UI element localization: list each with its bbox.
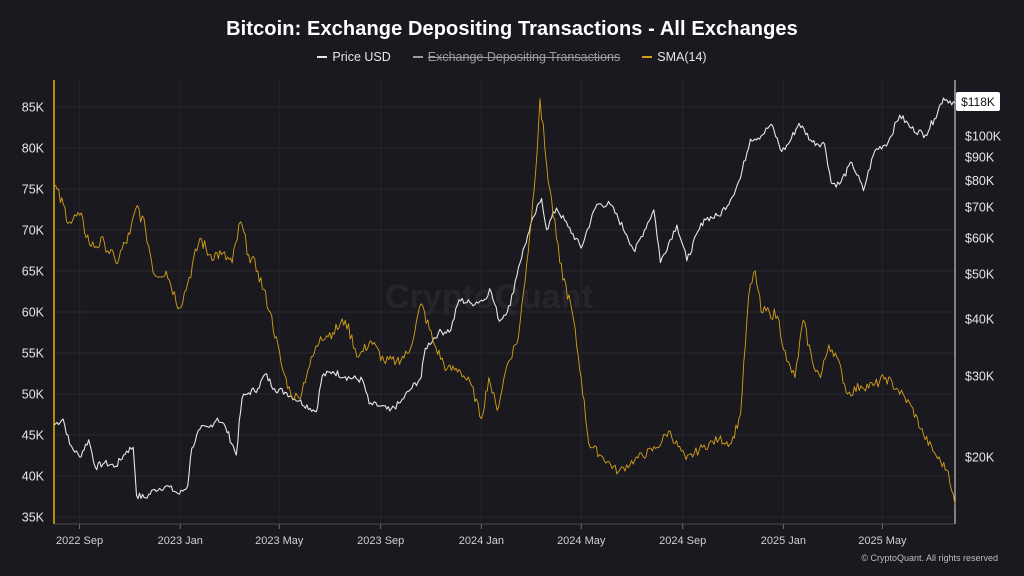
axis-layer: 85K 80K 75K 70K 65K 60K 55K 50K 45K 40K 35K 2022 Se…: [22, 80, 1002, 547]
right-tick-label: $50K: [965, 268, 995, 282]
right-tick-label: $20K: [965, 451, 995, 465]
grid-layer: [54, 80, 955, 524]
legend-swatch-price: [317, 56, 328, 58]
left-tick-label: 35K: [22, 511, 45, 525]
x-tick-label: 2023 May: [255, 535, 304, 547]
x-tick-label: 2024 Sep: [659, 535, 706, 547]
right-tick-label: $70K: [965, 201, 995, 215]
right-tick-label: $30K: [965, 370, 995, 384]
legend-item-price[interactable]: Price USD: [317, 50, 391, 64]
series-layer: [53, 97, 956, 505]
left-tick-label: 40K: [22, 470, 45, 484]
left-tick-label: 85K: [22, 101, 45, 115]
watermark: CryptoQuant: [385, 278, 593, 316]
left-tick-label: 50K: [22, 388, 45, 402]
legend-label-exchange-depositing: Exchange Depositing Transactions: [427, 50, 621, 64]
right-tick-label: $90K: [965, 151, 995, 165]
x-tick-label: 2022 Sep: [56, 535, 103, 547]
chart-legend: Price USD Exchange Depositing Transactio…: [0, 50, 1024, 64]
x-tick-label: 2023 Sep: [357, 535, 404, 547]
left-tick-label: 45K: [22, 429, 45, 443]
left-tick-label: 65K: [22, 265, 45, 279]
x-tick-label: 2025 May: [858, 535, 907, 547]
x-tick-label: 2024 Jan: [459, 535, 504, 547]
right-tick-label: $100K: [965, 130, 1002, 144]
legend-item-sma[interactable]: SMA(14): [642, 50, 707, 64]
left-tick-label: 70K: [22, 224, 45, 238]
price-usd-line: [53, 97, 956, 500]
left-tick-label: 80K: [22, 142, 45, 156]
legend-swatch-exchange-depositing: [412, 56, 423, 58]
x-tick-label: 2023 Jan: [158, 535, 203, 547]
left-tick-label: 75K: [22, 183, 45, 197]
chart-title: Bitcoin: Exchange Depositing Transaction…: [226, 18, 798, 40]
current-price-badge: $118K: [956, 92, 1000, 111]
left-tick-label: 60K: [22, 306, 45, 320]
legend-label-price: Price USD: [332, 50, 391, 64]
legend-item-exchange-depositing[interactable]: Exchange Depositing Transactions: [412, 50, 621, 64]
legend-label-sma: SMA(14): [657, 50, 707, 64]
copyright-text: © CryptoQuant. All rights reserved: [861, 553, 998, 563]
x-tick-label: 2025 Jan: [761, 535, 806, 547]
left-tick-label: 55K: [22, 347, 45, 361]
legend-swatch-sma: [642, 56, 653, 58]
right-tick-label: $40K: [965, 312, 995, 326]
x-tick-label: 2024 May: [557, 535, 606, 547]
sma14-line: [53, 98, 956, 505]
right-tick-label: $60K: [965, 231, 995, 245]
right-tick-label: $80K: [965, 174, 995, 188]
